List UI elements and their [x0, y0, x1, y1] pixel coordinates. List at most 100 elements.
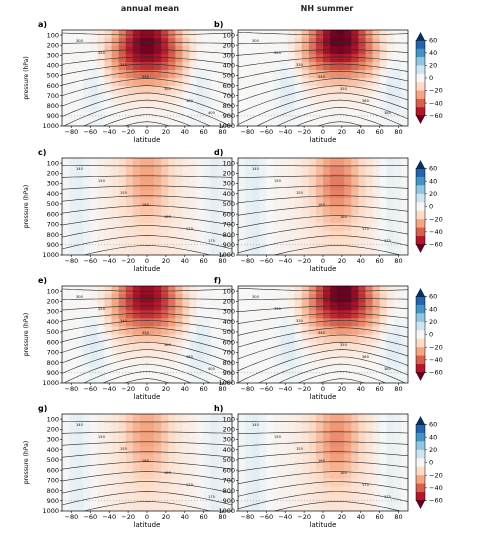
heatmap-cell: [365, 102, 374, 111]
contour-line: [62, 63, 232, 76]
contour-label: 175: [208, 495, 215, 499]
heatmap-cell: [323, 334, 331, 344]
colorbar-extend-bottom: [416, 500, 425, 509]
x-axis-label: latitude: [310, 136, 337, 144]
heatmap-cell: [125, 462, 134, 472]
heatmap-cell: [147, 422, 155, 431]
heatmap-cell: [132, 326, 141, 336]
heatmap-cell: [330, 182, 338, 191]
heatmap-cell: [175, 198, 184, 208]
heatmap-cell: [266, 62, 275, 71]
heatmap-cell: [203, 334, 212, 344]
heatmap-cell: [125, 86, 134, 95]
heatmap-cell: [139, 502, 148, 511]
heatmap-cell: [90, 182, 99, 191]
heatmap-cell: [224, 358, 232, 368]
y-tick-label: 400: [47, 190, 59, 198]
heatmap-cell: [210, 246, 219, 255]
heatmap-cell: [308, 350, 317, 360]
heatmap-cell: [393, 190, 402, 200]
heatmap-cell: [161, 94, 169, 103]
heatmap-cell: [238, 190, 246, 200]
heatmap-cell: [287, 310, 296, 319]
heatmap-cell: [266, 38, 275, 47]
heatmap-cell: [69, 214, 77, 224]
heatmap-cell: [125, 486, 134, 496]
heatmap-cell: [400, 166, 408, 175]
heatmap-cell: [69, 422, 77, 431]
heatmap-cell: [224, 174, 232, 183]
heatmap-cell: [182, 454, 191, 464]
heatmap-cell: [147, 318, 155, 328]
heatmap-cell: [217, 366, 226, 376]
heatmap-cell: [252, 30, 260, 39]
y-tick-label: 900: [223, 369, 235, 377]
heatmap-cell: [69, 478, 77, 488]
heatmap-cell: [175, 374, 184, 383]
heatmap-cell: [203, 30, 212, 39]
contour-lines: [62, 165, 232, 255]
heatmap-cell: [358, 158, 367, 167]
heatmap-cell: [189, 430, 198, 439]
heatmap-cell: [400, 30, 408, 39]
heatmap-cell: [210, 438, 219, 447]
heatmap-cell: [351, 166, 360, 175]
heatmap-cell: [69, 486, 77, 496]
heatmap-cell: [386, 54, 395, 63]
heatmap-cell: [379, 38, 388, 47]
heatmap-cell: [161, 286, 169, 295]
heatmap-cell: [344, 422, 352, 431]
contour-line: [238, 31, 408, 36]
contour-line: [83, 363, 211, 383]
heatmap-cell: [245, 446, 253, 456]
contour-label: 170: [186, 227, 194, 231]
heatmap-cell: [259, 334, 267, 344]
heatmap-cell: [161, 182, 169, 191]
heatmap-cell: [294, 70, 303, 79]
heatmap-cell: [344, 118, 352, 126]
heatmap-cell: [358, 174, 367, 183]
heatmap-cell: [386, 174, 395, 183]
heatmap-cell: [280, 174, 289, 183]
heatmap-cell: [393, 470, 402, 480]
contour-label: 160: [142, 459, 150, 463]
heatmap-cell: [393, 318, 402, 328]
heatmap-cell: [139, 62, 148, 71]
heatmap-cell: [210, 46, 219, 55]
colorbar-segment: [416, 210, 425, 220]
heatmap-cell: [259, 302, 267, 311]
heatmap-cell: [330, 366, 338, 376]
heatmap-cell: [400, 110, 408, 119]
heatmap-cell: [90, 102, 99, 111]
heatmap-cell: [259, 246, 267, 255]
heatmap-cell: [330, 494, 338, 504]
heatmap-cell: [104, 86, 113, 95]
heatmap-cell: [386, 326, 395, 336]
y-tick-label: 200: [223, 170, 235, 178]
heatmap-cell: [287, 78, 296, 87]
heatmap-cell: [125, 46, 134, 55]
heatmap-cell: [273, 230, 282, 240]
x-tick-label: 60: [200, 385, 208, 393]
heatmap-cell: [365, 454, 374, 464]
heatmap-cell: [273, 38, 282, 47]
contour-line: [62, 195, 232, 202]
x-axis-label: latitude: [134, 393, 161, 401]
heatmap-cell: [315, 286, 324, 295]
contour-label: 400: [208, 367, 216, 371]
heatmap-cell: [182, 230, 191, 240]
heatmap-cell: [97, 350, 106, 360]
heatmap-cell: [224, 78, 232, 87]
heatmap-cell: [273, 78, 282, 87]
colorbar-segment: [416, 338, 425, 348]
heatmap-cell: [245, 286, 253, 295]
heatmap-cell: [182, 190, 191, 200]
heatmap-cell: [97, 334, 106, 344]
heatmap-cell: [280, 286, 289, 295]
heatmap-cell: [351, 214, 360, 224]
heatmap-cell: [266, 246, 275, 255]
heatmap-cell: [330, 214, 338, 224]
